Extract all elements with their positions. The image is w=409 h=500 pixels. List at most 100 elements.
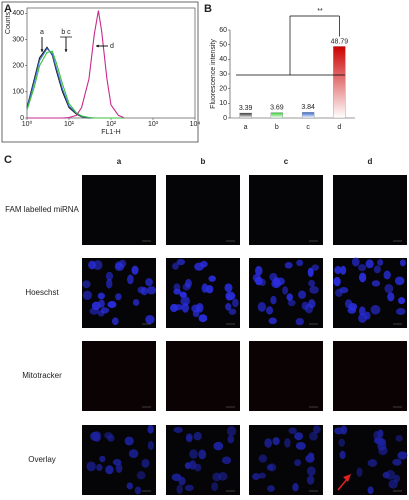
nucleus	[266, 306, 274, 315]
nucleus	[224, 283, 233, 293]
nucleus	[171, 473, 182, 482]
y-tick-label: 0	[20, 115, 24, 122]
bar	[239, 112, 252, 119]
nucleus	[395, 434, 403, 442]
nucleus	[373, 430, 380, 441]
nucleus	[258, 454, 268, 463]
nucleus	[131, 265, 139, 275]
nucleus	[228, 308, 237, 315]
nucleus	[145, 314, 155, 324]
nucleus	[309, 431, 318, 441]
nucleus	[382, 471, 390, 479]
micrograph	[166, 341, 240, 411]
nucleus	[194, 463, 202, 472]
nucleus	[198, 314, 208, 323]
nucleus	[393, 474, 400, 483]
nucleus	[259, 278, 266, 287]
nucleus	[185, 435, 193, 443]
nucleus	[147, 440, 155, 450]
nucleus	[297, 290, 307, 299]
nucleus	[198, 449, 207, 460]
nucleus	[126, 482, 134, 490]
nucleus	[134, 486, 142, 495]
nucleus	[284, 438, 291, 448]
nucleus	[339, 450, 346, 460]
nucleus	[275, 277, 285, 286]
nucleus	[306, 466, 316, 476]
nucleus	[286, 293, 293, 301]
nucleus	[373, 265, 381, 274]
nucleus	[145, 278, 153, 287]
row-label: Overlay	[28, 455, 56, 464]
nucleus	[358, 264, 367, 272]
nucleus	[106, 278, 113, 289]
nucleus	[227, 435, 235, 444]
x-axis-label: FL1-H	[101, 129, 120, 136]
nucleus	[252, 273, 261, 282]
nucleus	[338, 438, 346, 447]
panel-label: A	[4, 3, 12, 15]
x-tick-label: 10⁴	[190, 121, 201, 128]
nucleus	[395, 308, 406, 315]
y-axis-label: Fluorescence intensity	[210, 39, 217, 109]
micrograph	[82, 341, 156, 411]
nucleus	[105, 465, 114, 475]
nucleus	[309, 286, 319, 294]
nucleus	[104, 432, 113, 439]
annotation: a	[40, 29, 44, 36]
nucleus	[294, 459, 302, 467]
nucleus	[211, 482, 219, 492]
nucleus	[124, 436, 134, 446]
nucleus	[270, 295, 277, 305]
arrow-head	[96, 44, 99, 48]
nucleus	[367, 486, 374, 495]
bar	[270, 112, 284, 119]
nucleus	[398, 297, 406, 305]
significance: **	[317, 8, 323, 15]
nucleus	[333, 276, 341, 287]
nucleus	[272, 437, 280, 446]
nucleus	[226, 426, 237, 437]
nucleus	[340, 265, 347, 275]
y-tick-label: 400	[12, 10, 24, 17]
value-label: 3.84	[301, 104, 315, 111]
nucleus	[97, 292, 106, 300]
column-label: c	[284, 157, 289, 166]
nucleus	[292, 482, 299, 492]
value-label: 48.79	[331, 38, 349, 45]
nucleus	[264, 438, 273, 448]
nucleus	[137, 286, 146, 294]
column-label: b	[201, 157, 206, 166]
nucleus	[201, 283, 209, 293]
nucleus	[173, 304, 184, 311]
panel-label: B	[204, 3, 212, 15]
nucleus	[252, 473, 261, 481]
histogram-curve	[26, 47, 124, 119]
y-tick-label: 40	[219, 56, 227, 63]
arrow-head	[64, 49, 68, 52]
nucleus	[208, 275, 216, 282]
nucleus	[367, 459, 378, 467]
nucleus	[399, 259, 406, 267]
nucleus	[356, 467, 363, 477]
y-tick-label: 10	[219, 100, 227, 107]
nucleus	[308, 299, 316, 309]
nucleus	[377, 259, 384, 266]
nucleus	[232, 298, 239, 308]
nucleus	[107, 300, 117, 309]
nucleus	[128, 449, 139, 459]
y-tick-label: 60	[219, 27, 227, 34]
nucleus	[394, 276, 405, 286]
nucleus	[200, 260, 208, 268]
micrograph	[249, 341, 323, 411]
y-tick-label: 50	[219, 42, 227, 49]
nucleus	[254, 265, 263, 276]
y-tick-label: 100	[12, 89, 24, 96]
nucleus	[305, 454, 315, 463]
histogram-curve	[26, 50, 124, 119]
x-tick-label: 10³	[148, 121, 159, 128]
nucleus	[358, 306, 366, 316]
nucleus	[225, 293, 233, 301]
nucleus	[112, 459, 122, 466]
